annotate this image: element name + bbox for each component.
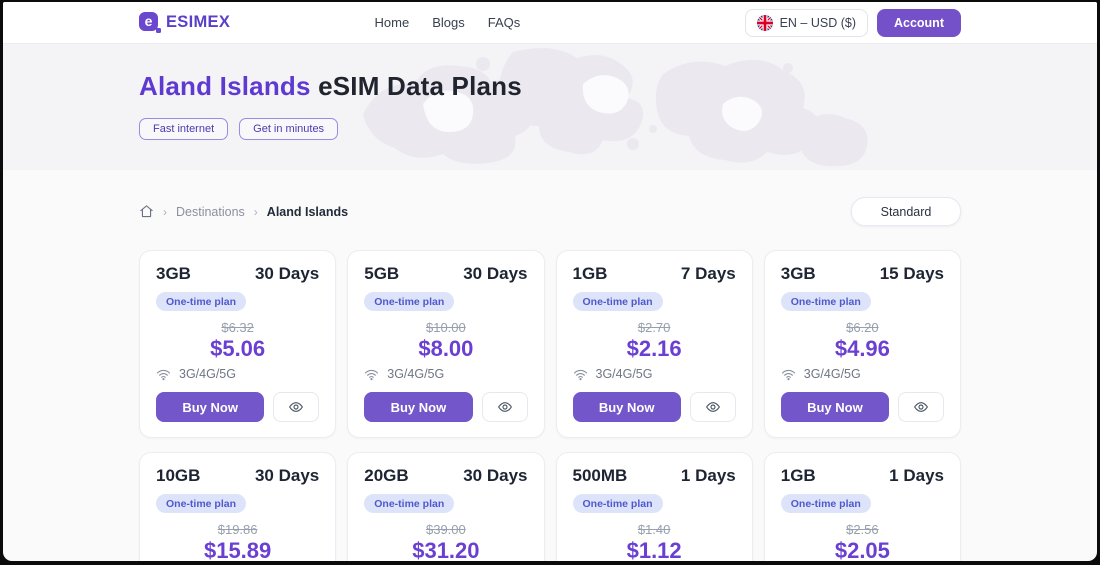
plan-data-amount: 3GB: [780, 264, 816, 283]
plan-old-price: $39.00: [425, 522, 466, 537]
buy-now-button[interactable]: Buy Now: [364, 392, 473, 422]
plan-type-badge: One-time plan: [364, 494, 455, 513]
feature-badge-fast-internet: Fast internet: [139, 118, 229, 140]
wifi-icon: [156, 368, 171, 381]
plan-data-amount: 1GB: [780, 466, 816, 485]
plan-price: $1.12: [626, 538, 682, 561]
plan-price: $5.06: [210, 336, 266, 361]
wifi-icon: [573, 368, 588, 381]
plan-old-price: $6.32: [221, 320, 254, 335]
plan-data-amount: 10GB: [156, 466, 201, 485]
plan-old-price: $1.40: [637, 522, 671, 537]
chevron-right-icon: ›: [163, 204, 167, 219]
preview-button[interactable]: [481, 392, 528, 422]
language-currency-selector[interactable]: EN – USD ($): [744, 8, 868, 37]
preview-button[interactable]: [898, 392, 944, 422]
nav-link-faqs[interactable]: FAQs: [487, 15, 521, 30]
plan-type-badge: One-time plan: [780, 494, 871, 513]
header: e ESIMEX Home Blogs FAQs: [3, 2, 1097, 44]
plan-card: 5GB 30 Days One-time plan $10.00 $8.00 3…: [347, 250, 545, 438]
plan-type-selector[interactable]: Standard: [851, 197, 961, 226]
nav-link-blogs[interactable]: Blogs: [432, 15, 465, 30]
wifi-icon: [364, 368, 379, 381]
plan-data-amount: 5GB: [364, 264, 400, 283]
plan-card: 10GB 30 Days One-time plan $19.86 $15.89…: [139, 452, 337, 561]
logo-text: ESIMEX: [166, 13, 231, 31]
plan-type-badge: One-time plan: [156, 494, 247, 513]
plan-type-badge: One-time plan: [572, 292, 663, 311]
plan-price: $2.05: [834, 538, 890, 561]
nav-link-home[interactable]: Home: [374, 15, 410, 30]
plan-duration: 30 Days: [463, 264, 528, 283]
locale-label: EN – USD ($): [779, 15, 856, 30]
plan-duration: 15 Days: [879, 264, 944, 283]
page: e ESIMEX Home Blogs FAQs: [3, 2, 1097, 561]
wifi-icon: [781, 368, 796, 381]
buy-now-button[interactable]: Buy Now: [572, 392, 681, 422]
plan-type-badge: One-time plan: [572, 494, 663, 513]
plan-duration: 30 Days: [463, 466, 528, 485]
plan-old-price: $2.56: [846, 522, 879, 537]
plan-old-price: $19.86: [217, 522, 258, 537]
plan-duration: 1 Days: [680, 466, 736, 485]
feature-badge-get-in-minutes: Get in minutes: [239, 118, 339, 140]
plan-data-amount: 1GB: [572, 264, 608, 283]
plan-old-price: $2.70: [637, 320, 671, 335]
plan-card: 3GB 30 Days One-time plan $6.32 $5.06 3G…: [139, 250, 337, 438]
buy-now-button[interactable]: Buy Now: [156, 392, 265, 422]
plan-duration: 30 Days: [254, 466, 320, 485]
home-icon[interactable]: [139, 204, 154, 219]
breadcrumb-current-page: Aland Islands: [266, 204, 349, 219]
plan-network-label: 3G/4G/5G: [387, 367, 445, 381]
main-nav: Home Blogs FAQs: [375, 15, 521, 30]
plan-type-badge: One-time plan: [780, 292, 871, 311]
plan-card: 1GB 7 Days One-time plan $2.70 $2.16 3G/…: [555, 250, 753, 438]
page-title-suffix: eSIM Data Plans: [310, 71, 522, 101]
plan-card: 1GB 1 Days One-time plan $2.56 $2.05 3G/…: [763, 452, 961, 561]
plan-type-badge: One-time plan: [364, 292, 455, 311]
plan-price: $8.00: [418, 336, 474, 361]
eye-icon: [705, 401, 721, 413]
eye-icon: [497, 401, 513, 413]
preview-button[interactable]: [689, 392, 736, 422]
plan-data-amount: 500MB: [572, 466, 628, 485]
plan-duration: 1 Days: [889, 466, 944, 485]
eye-icon: [288, 401, 304, 413]
plan-network-label: 3G/4G/5G: [803, 367, 861, 381]
logo[interactable]: e ESIMEX: [139, 12, 230, 33]
page-title: Aland Islands eSIM Data Plans: [139, 71, 961, 102]
plan-type-badge: One-time plan: [156, 292, 247, 311]
account-button[interactable]: Account: [876, 8, 961, 37]
plan-network-label: 3G/4G/5G: [179, 367, 236, 381]
eye-icon: [913, 401, 929, 413]
plan-old-price: $10.00: [425, 320, 466, 335]
plan-card: 3GB 15 Days One-time plan $6.20 $4.96 3G…: [763, 250, 961, 438]
plan-card: 20GB 30 Days One-time plan $39.00 $31.20…: [347, 452, 545, 561]
esimex-logo-icon: e: [139, 12, 161, 33]
uk-flag-icon: [756, 14, 773, 31]
hero-section: Aland Islands eSIM Data Plans Fast inter…: [3, 44, 1097, 170]
page-title-destination: Aland Islands: [139, 71, 311, 101]
plan-old-price: $6.20: [846, 320, 879, 335]
plan-duration: 7 Days: [680, 264, 736, 283]
breadcrumb: › Destinations › Aland Islands: [139, 204, 348, 219]
plan-price: $2.16: [626, 336, 682, 361]
plan-card: 500MB 1 Days One-time plan $1.40 $1.12 3…: [555, 452, 753, 561]
plan-duration: 30 Days: [254, 264, 320, 283]
plan-data-amount: 20GB: [364, 466, 409, 485]
breadcrumb-destinations[interactable]: Destinations: [176, 204, 245, 219]
plan-price: $4.96: [834, 336, 890, 361]
plan-data-amount: 3GB: [156, 264, 191, 283]
plan-network-label: 3G/4G/5G: [595, 367, 653, 381]
plan-price: $31.20: [412, 538, 480, 561]
plans-grid: 3GB 30 Days One-time plan $6.32 $5.06 3G…: [139, 250, 961, 561]
chevron-right-icon: ›: [253, 204, 258, 219]
preview-button[interactable]: [273, 392, 320, 422]
plan-price: $15.89: [203, 538, 272, 561]
buy-now-button[interactable]: Buy Now: [780, 392, 889, 422]
